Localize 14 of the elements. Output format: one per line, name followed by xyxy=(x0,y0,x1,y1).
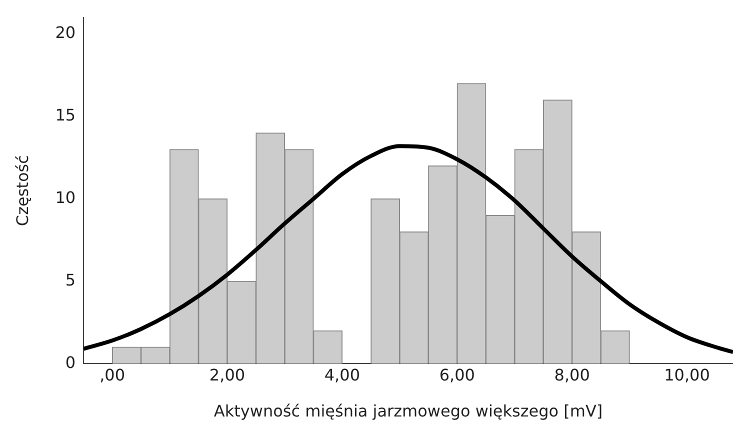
x-tick-label: 10,00 xyxy=(664,365,710,384)
y-tick-label: 5 xyxy=(65,270,76,290)
y-tick-label: 15 xyxy=(55,106,76,125)
x-tick-label: 6,00 xyxy=(439,365,475,384)
y-tick-label: 20 xyxy=(55,23,76,42)
x-tick-label: 4,00 xyxy=(324,365,360,384)
x-tick-label: ,00 xyxy=(100,365,126,384)
y-axis-title: Częstość xyxy=(12,155,32,226)
x-tick-label: 8,00 xyxy=(554,365,590,384)
line-series xyxy=(84,144,733,354)
x-axis-title: Aktywność mięśnia jarzmowego większego [mV] xyxy=(214,402,603,421)
x-tick-label: 2,00 xyxy=(209,365,246,384)
y-tick-label: 0 xyxy=(65,352,76,372)
y-tick-label: 10 xyxy=(55,188,76,207)
